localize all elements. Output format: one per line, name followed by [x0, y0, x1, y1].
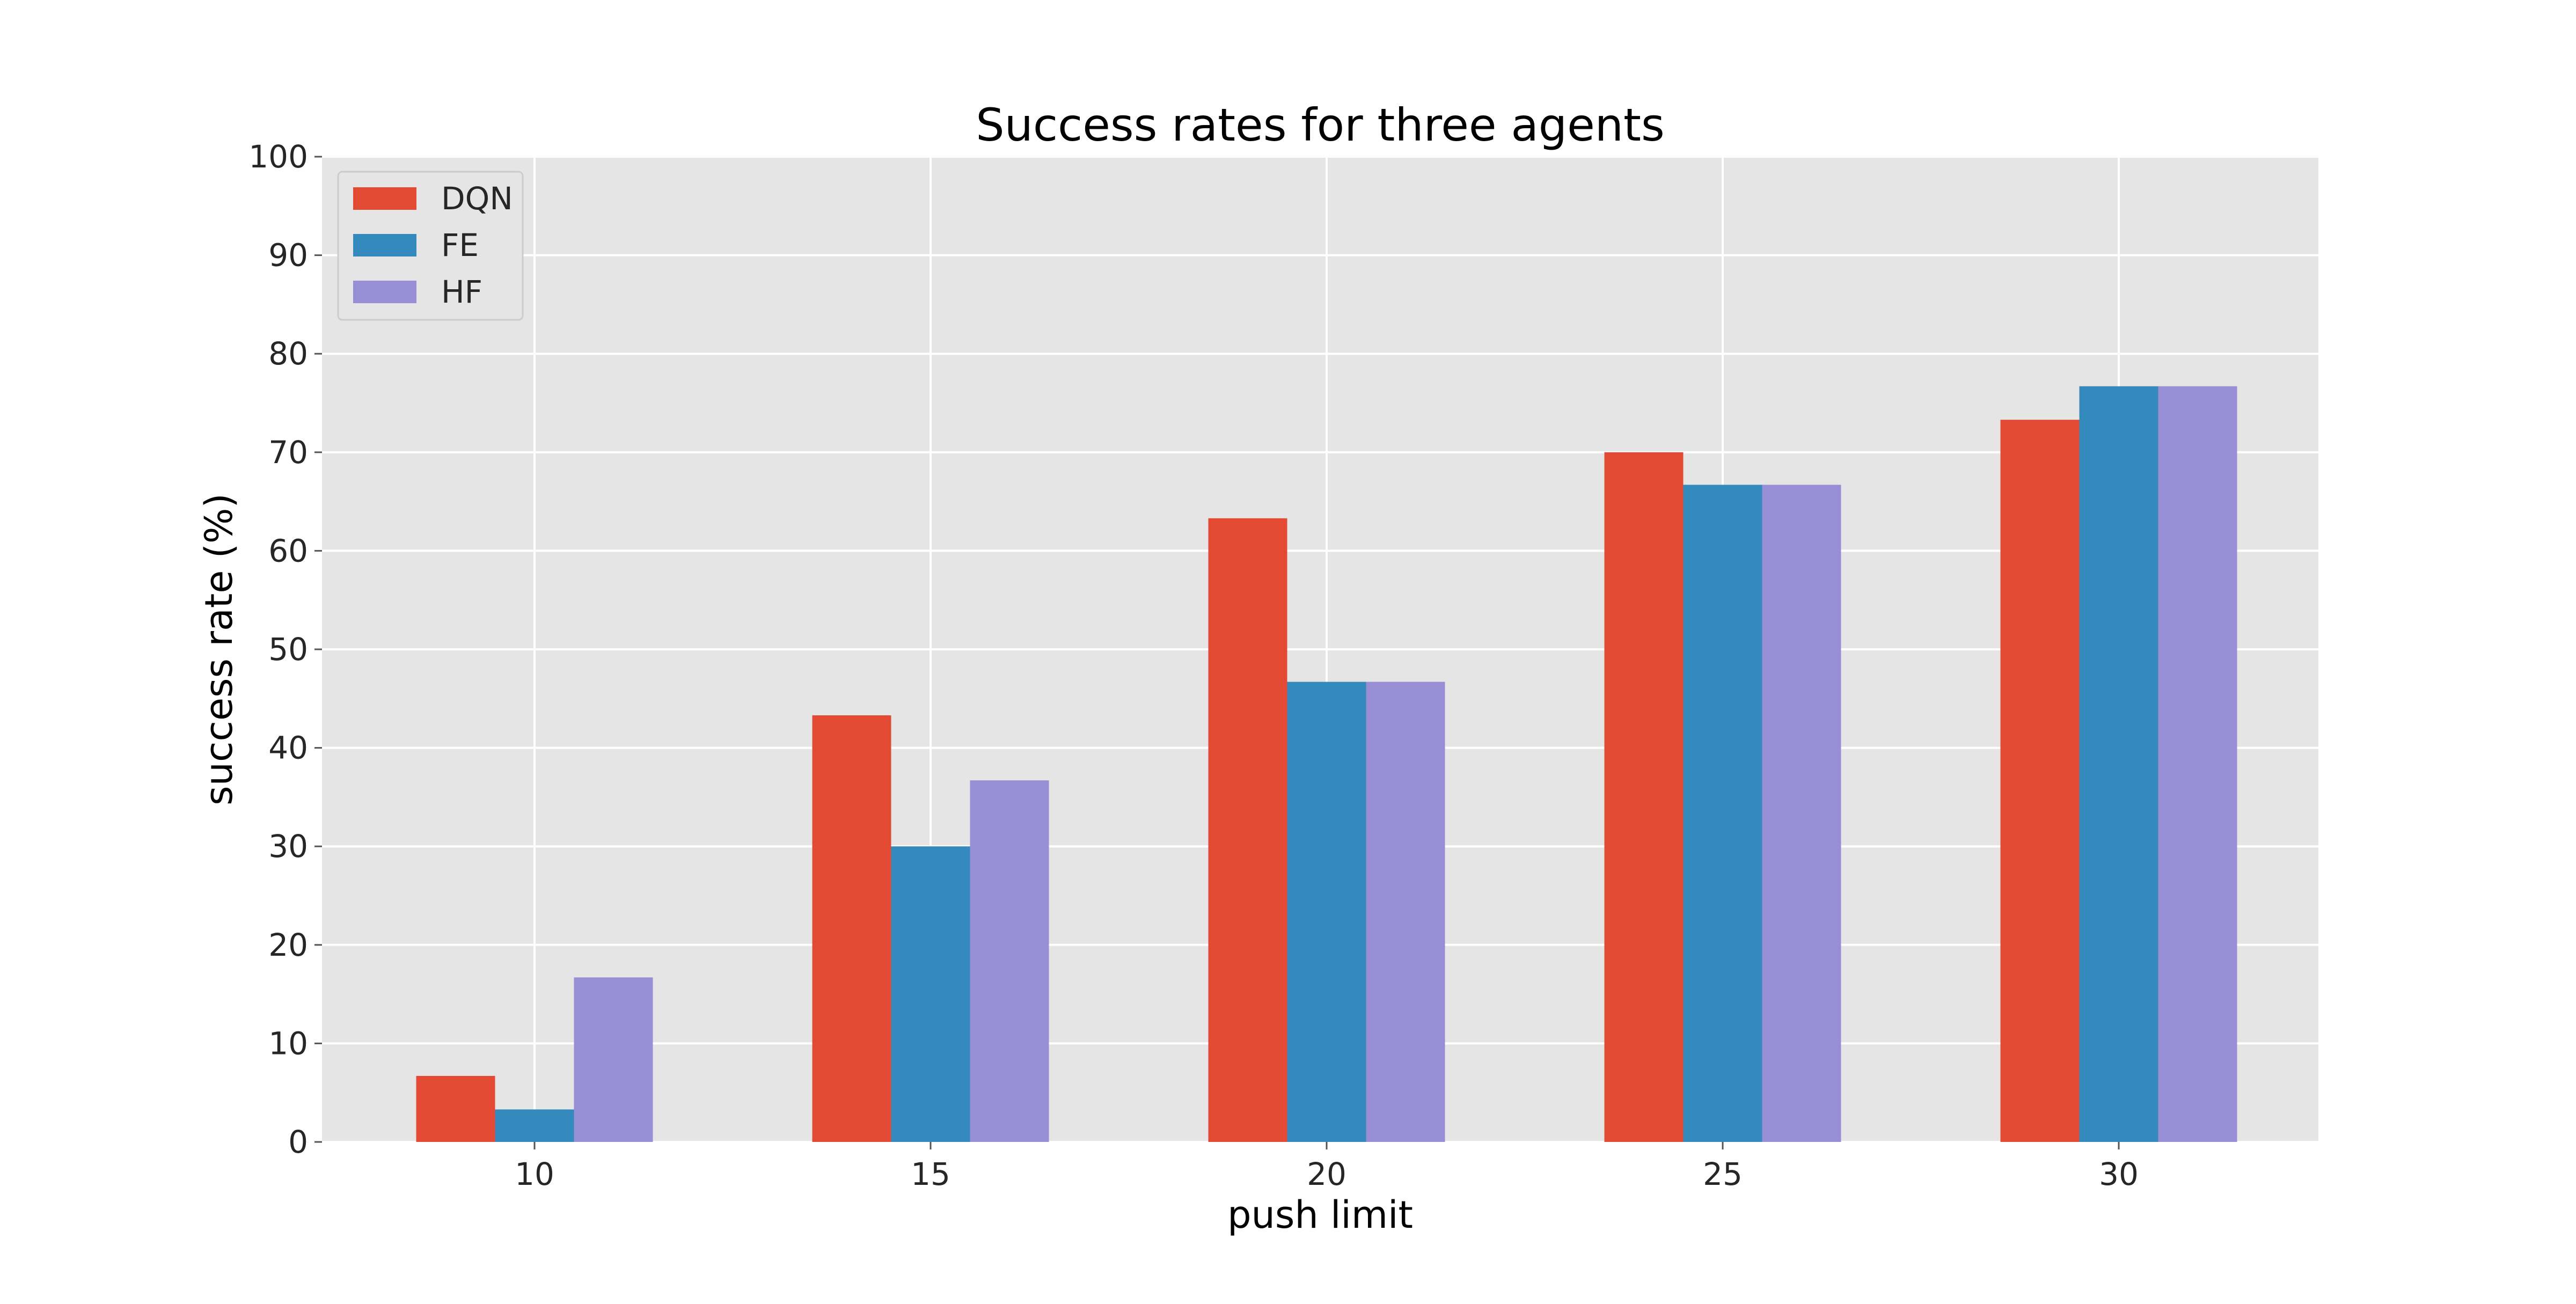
- y-tick-label: 30: [268, 828, 308, 865]
- x-tick-label: 30: [2099, 1156, 2139, 1192]
- bar-fe-20: [1287, 682, 1366, 1142]
- bars: [416, 386, 2237, 1142]
- bar-hf-15: [970, 780, 1049, 1142]
- legend-label-hf: HF: [441, 274, 482, 310]
- bar-hf-20: [1366, 682, 1445, 1142]
- y-tick-label: 90: [268, 237, 308, 274]
- bar-hf-30: [2158, 386, 2237, 1142]
- y-tick-label: 20: [268, 927, 308, 963]
- bar-dqn-10: [416, 1075, 495, 1142]
- legend-label-dqn: DQN: [441, 180, 513, 217]
- bar-fe-25: [1683, 485, 1762, 1142]
- bar-hf-10: [574, 977, 653, 1142]
- x-tick-label: 15: [911, 1156, 950, 1192]
- y-tick-label: 0: [288, 1124, 308, 1160]
- y-tick-label: 70: [268, 434, 308, 471]
- y-tick-label: 10: [268, 1025, 308, 1061]
- legend-swatch-fe: [353, 234, 416, 257]
- bar-dqn-30: [2000, 420, 2080, 1142]
- x-axis-ticks: 10 15 20 25 30: [515, 1142, 2139, 1192]
- y-tick-label: 40: [268, 730, 308, 766]
- bar-fe-10: [495, 1109, 574, 1142]
- legend-label-fe: FE: [441, 227, 479, 263]
- y-axis-label: success rate (%): [197, 493, 241, 805]
- bar-hf-25: [1762, 485, 1841, 1142]
- legend-swatch-hf: [353, 281, 416, 303]
- legend-swatch-dqn: [353, 187, 416, 210]
- x-axis-label: push limit: [1227, 1193, 1413, 1237]
- bar-dqn-25: [1604, 452, 1684, 1142]
- y-tick-label: 60: [268, 532, 308, 569]
- bar-dqn-20: [1208, 518, 1287, 1142]
- y-tick-label: 50: [268, 631, 308, 668]
- chart-title: Success rates for three agents: [976, 99, 1664, 151]
- x-tick-label: 25: [1703, 1156, 1743, 1192]
- bar-fe-15: [891, 846, 970, 1142]
- y-axis-ticks: 0 10 20 30 40 50 60 70 80 90 100: [248, 138, 322, 1160]
- y-tick-label: 100: [248, 138, 308, 175]
- legend: DQN FE HF: [337, 171, 524, 321]
- x-tick-label: 20: [1307, 1156, 1346, 1192]
- x-tick-label: 10: [515, 1156, 554, 1192]
- y-tick-label: 80: [268, 335, 308, 372]
- bar-fe-30: [2079, 386, 2158, 1142]
- bar-dqn-15: [812, 715, 891, 1142]
